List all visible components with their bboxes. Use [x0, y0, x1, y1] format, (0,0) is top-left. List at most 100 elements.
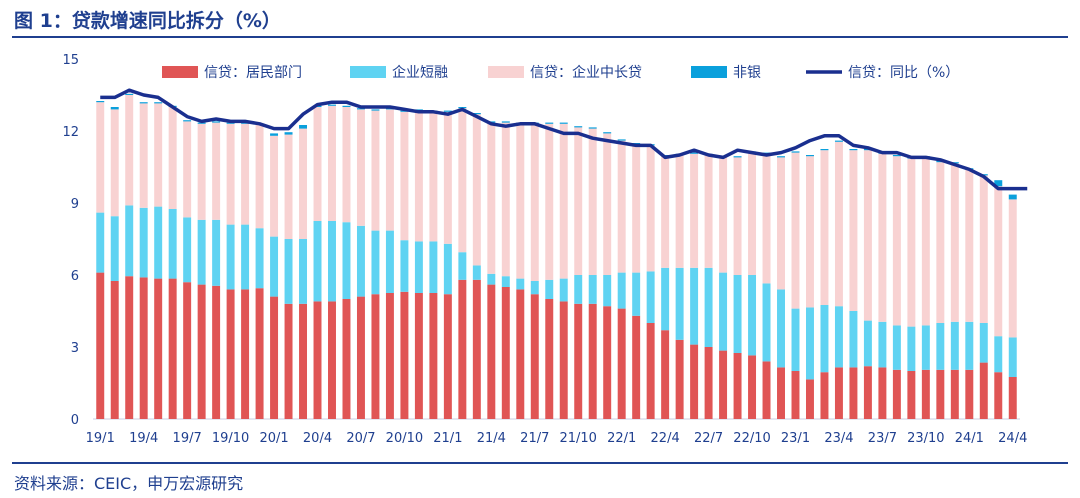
long-corp-bar	[530, 123, 539, 281]
short-corp-bar	[617, 272, 626, 309]
household-bar	[255, 288, 264, 419]
long-corp-bar	[328, 105, 336, 221]
household-bar	[197, 284, 206, 419]
short-corp-bar	[1008, 337, 1017, 377]
source-note: 资料来源：CEIC，申万宏源研究	[14, 474, 244, 493]
x-tick-label: 22/7	[694, 431, 723, 446]
household-bar	[733, 353, 742, 419]
long-corp-bar	[154, 103, 163, 207]
legend-household-label: 信贷：居民部门	[204, 65, 302, 81]
household-bar	[994, 372, 1003, 419]
nonbank-bar	[328, 104, 336, 106]
long-corp-bar	[892, 156, 901, 326]
short-corp-bar	[719, 272, 728, 351]
short-corp-bar	[675, 267, 684, 340]
nonbank-bar	[342, 105, 351, 107]
x-tick-label: 20/7	[346, 431, 375, 446]
short-corp-bar	[690, 267, 699, 345]
long-corp-bar	[762, 153, 771, 284]
nonbank-bar	[559, 122, 568, 124]
long-corp-bar	[994, 186, 1003, 337]
long-corp-bar	[212, 122, 221, 220]
axes: 0 3 6 9 12 15 19/1 19/4 19/7 19/10 20/1 20/4 20/7 20/…	[62, 53, 1027, 446]
short-corp-bar	[255, 228, 264, 289]
long-corp-bar	[849, 150, 858, 311]
short-corp-bar	[661, 267, 670, 331]
household-bar	[805, 379, 814, 419]
household-bar	[704, 347, 713, 419]
household-bar	[965, 369, 974, 419]
nonbank-bar	[299, 125, 308, 129]
x-tick-label: 24/4	[998, 431, 1027, 446]
y-tick-label: 3	[71, 341, 79, 356]
household-bar	[632, 315, 641, 419]
short-corp-bar	[733, 275, 742, 353]
short-corp-bar	[936, 323, 945, 370]
long-corp-bar	[356, 109, 365, 226]
nonbank-bar	[791, 151, 800, 153]
nonbank-bar	[690, 152, 699, 154]
long-corp-bar	[313, 107, 322, 221]
short-corp-bar	[704, 267, 713, 347]
short-corp-bar	[646, 271, 655, 323]
long-corp-bar	[820, 150, 829, 305]
household-bar	[690, 344, 699, 419]
nonbank-bar	[212, 121, 221, 123]
long-corp-bar	[516, 123, 525, 279]
household-bar	[356, 296, 365, 419]
household-bar	[168, 278, 177, 419]
household-bar	[820, 372, 829, 419]
long-corp-bar	[371, 110, 380, 231]
household-bar	[1008, 377, 1017, 419]
x-tick-label: 19/4	[129, 431, 158, 446]
household-bar	[603, 306, 612, 419]
long-corp-bar	[748, 152, 757, 275]
short-corp-bar	[458, 252, 467, 280]
household-bar	[443, 294, 452, 419]
household-bar	[487, 284, 496, 419]
short-corp-bar	[791, 308, 800, 371]
nonbank-bar	[385, 108, 394, 110]
long-corp-bar	[400, 111, 409, 241]
nonbank-bar	[805, 155, 814, 157]
short-corp-bar	[849, 311, 858, 368]
household-bar	[719, 350, 728, 419]
household-bar	[849, 367, 858, 419]
household-bar	[748, 355, 757, 419]
long-corp-bar	[1008, 199, 1017, 338]
short-corp-bar	[965, 321, 974, 370]
x-tick-label: 19/10	[212, 431, 249, 446]
long-corp-bar	[168, 107, 177, 209]
nonbank-bar	[226, 122, 235, 124]
nonbank-bar	[414, 109, 423, 111]
nonbank-bar	[820, 149, 829, 151]
x-tick-label: 22/1	[607, 431, 636, 446]
short-corp-bar	[154, 206, 163, 279]
long-corp-bar	[125, 95, 134, 206]
short-corp-bar	[559, 278, 568, 302]
household-bar	[154, 278, 163, 419]
legend-long-corp-swatch	[488, 66, 524, 78]
nonbank-bar	[834, 140, 843, 142]
nonbank-bar	[270, 133, 279, 136]
nonbank-bar	[545, 122, 554, 124]
long-corp-bar	[574, 127, 583, 276]
stacked-bar-line-chart: 0 3 6 9 12 15 19/1 19/4 19/7 19/10 20/1 20/4 20/7 20/…	[62, 53, 1027, 446]
short-corp-bar	[487, 273, 496, 285]
short-corp-bar	[385, 230, 394, 293]
household-bar	[400, 291, 409, 419]
household-bar	[385, 293, 394, 419]
figure-title: 图 1：贷款增速同比拆分（%）	[14, 10, 281, 32]
nonbank-bar	[617, 139, 626, 141]
short-corp-bar	[530, 281, 539, 295]
legend: 信贷：居民部门 企业短融 信贷：企业中长贷 非银 信贷：同比（%）	[162, 64, 959, 81]
long-corp-bar	[197, 123, 206, 220]
long-corp-bar	[241, 123, 250, 225]
long-corp-bar	[588, 128, 597, 275]
short-corp-bar	[342, 222, 351, 299]
household-bar	[313, 301, 322, 419]
bottom-rule	[12, 462, 1068, 464]
nonbank-bar	[154, 102, 163, 104]
short-corp-bar	[197, 219, 206, 285]
legend-nonbank-swatch	[691, 66, 727, 78]
